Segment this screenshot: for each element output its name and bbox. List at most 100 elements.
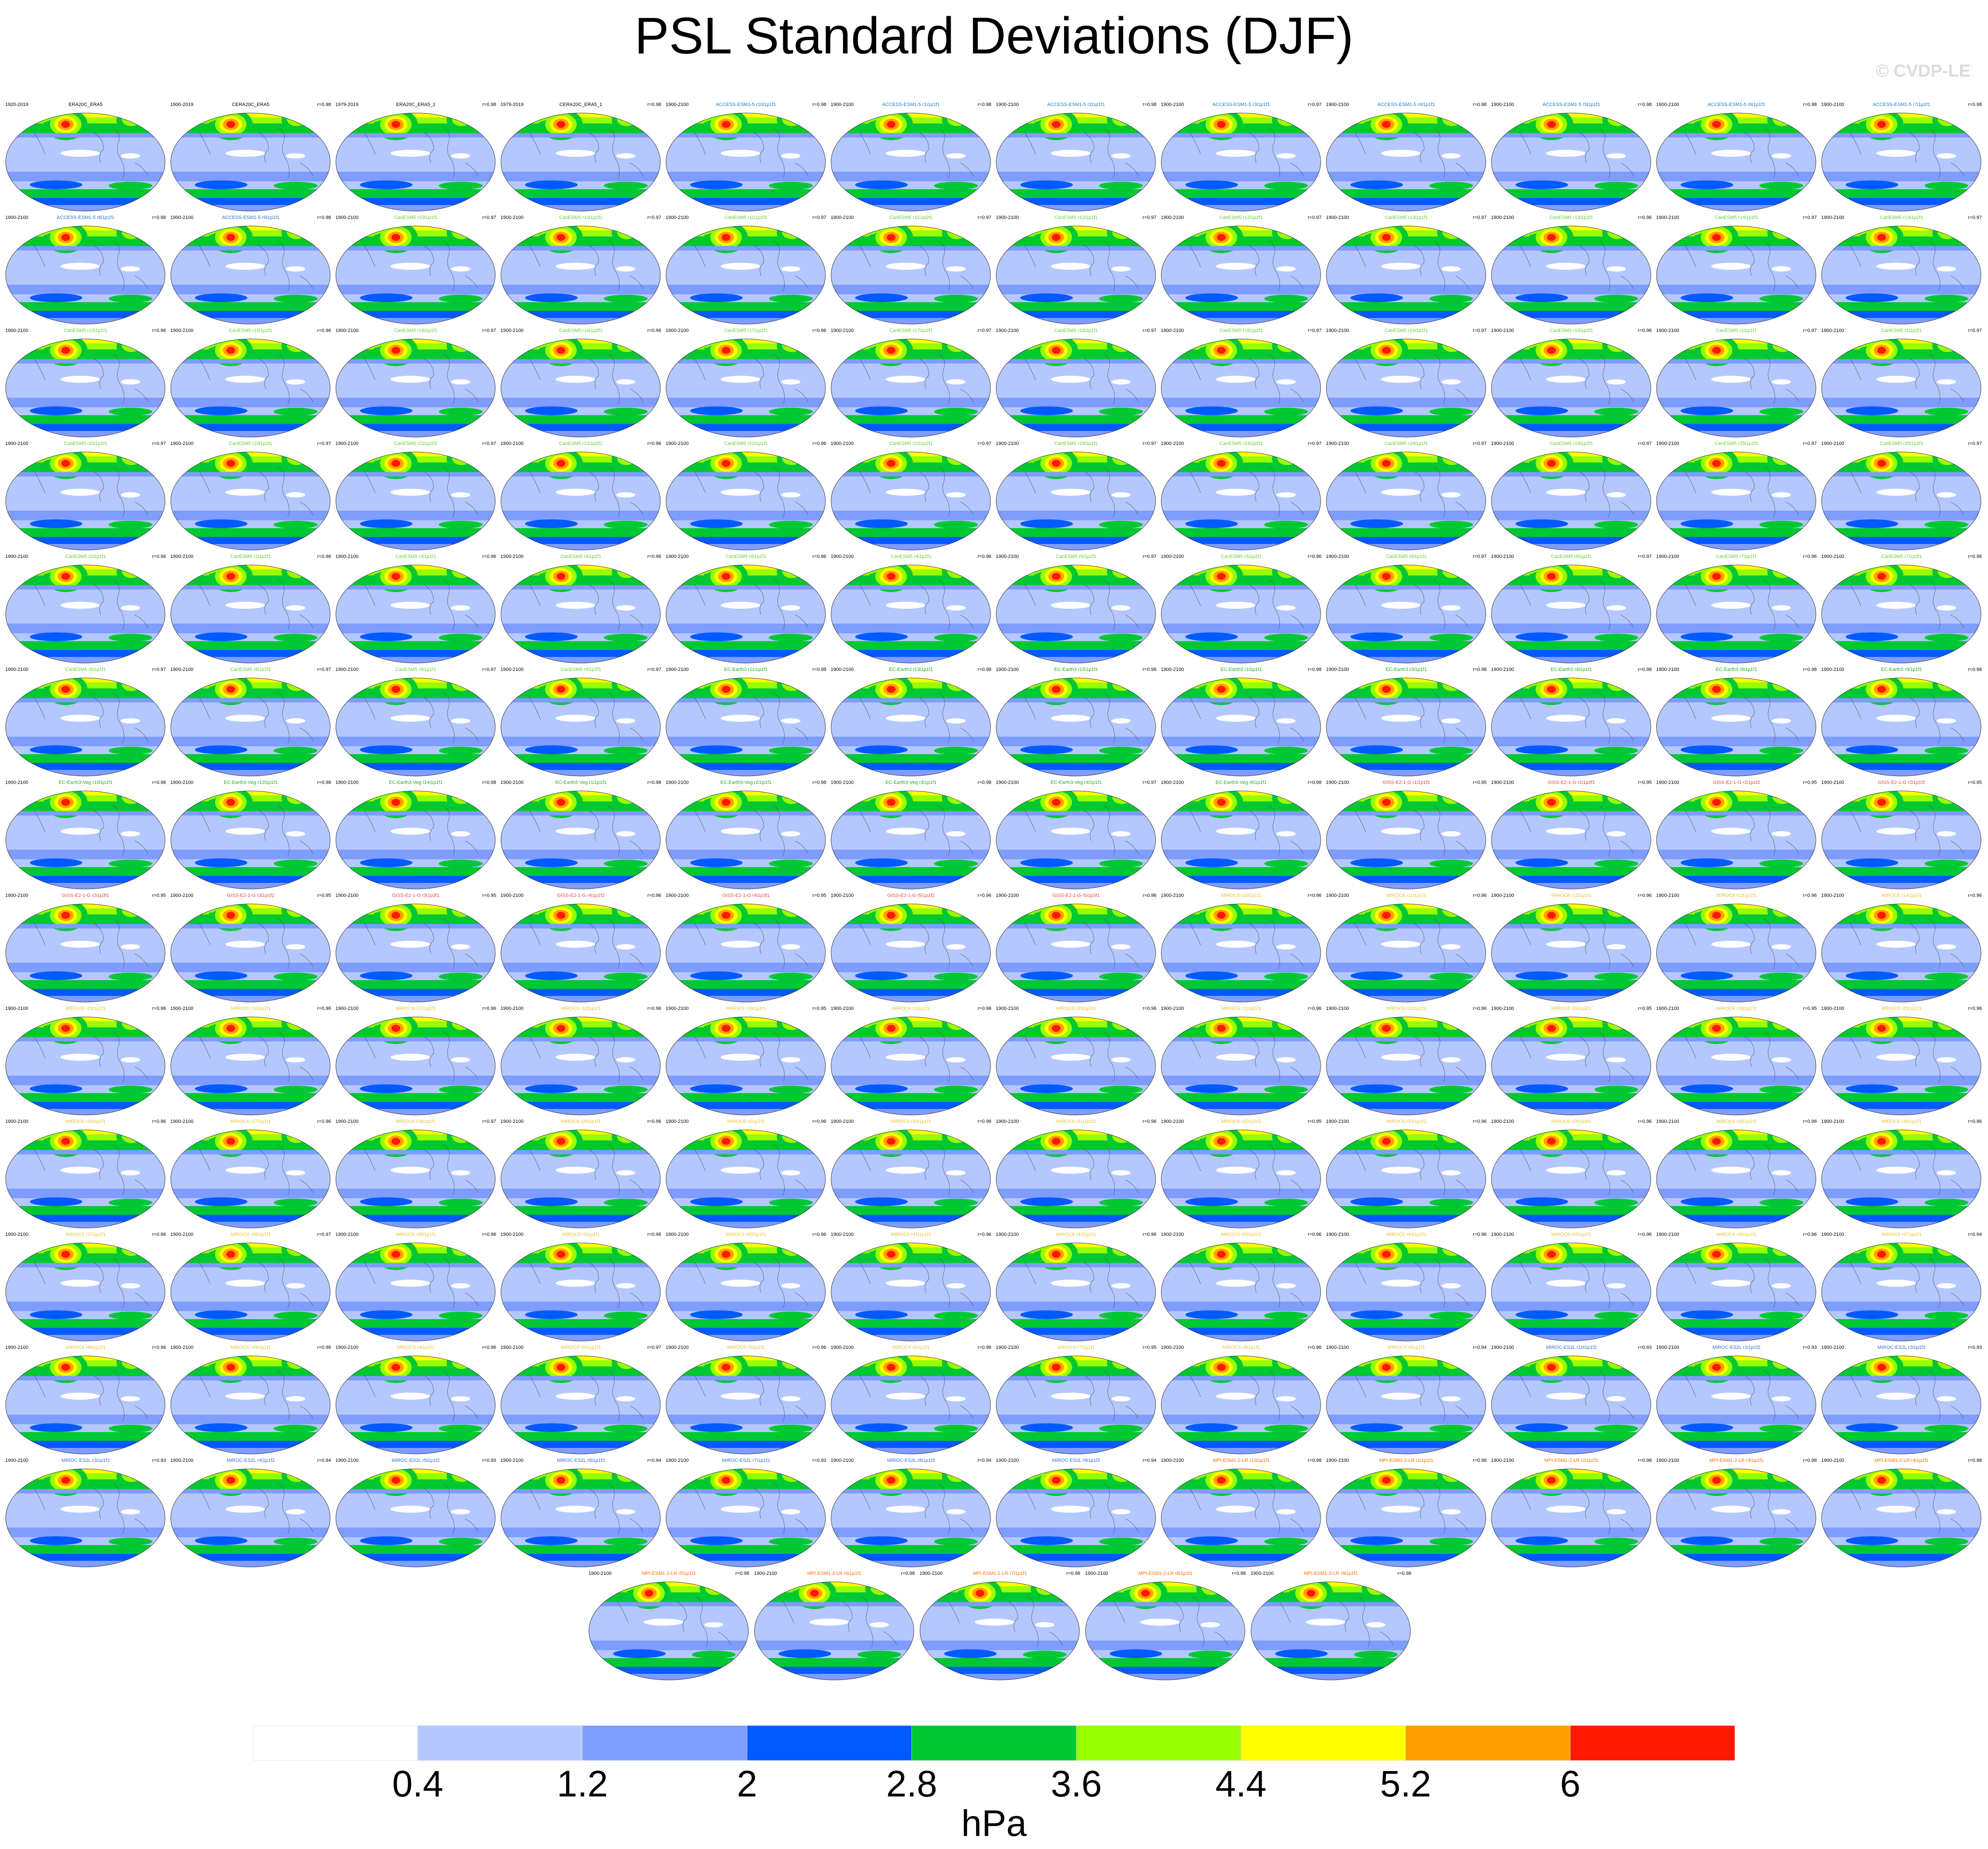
world-map <box>1821 1016 1981 1115</box>
map-panel: 1900-2100 CanESM5 r11i1p2f1 r=0.97 <box>829 215 993 328</box>
world-map <box>1161 1355 1321 1454</box>
map-panel: 1900-2100 MIROC-ES2L r9i1p1f2 r=0.94 <box>994 1457 1158 1570</box>
panel-period: 1900-2100 <box>501 215 524 220</box>
panel-period: 1900-2100 <box>1161 1345 1184 1350</box>
world-map <box>1161 903 1321 1002</box>
panel-title: MIROC6 r33i1p1f1 <box>1386 1119 1427 1124</box>
panel-correlation: r=0.98 <box>1308 1458 1322 1463</box>
world-map <box>1656 226 1816 325</box>
panel-period: 1900-2100 <box>335 780 359 785</box>
panel-title: EC-Earth3 r1i1p1f1 <box>1220 667 1262 672</box>
panel-period: 1900-2100 <box>501 1119 524 1124</box>
panel-title: EC-Earth3 r4i1p1f1 <box>1551 667 1592 672</box>
map-panel: 1900-2100 CanESM5 r22i1p2f1 r=0.97 <box>829 441 993 554</box>
panel-title: MIROC6 r8i1p1f1 <box>1222 1345 1260 1350</box>
panel-correlation: r=0.98 <box>1803 667 1817 672</box>
panel-title: GISS-E2-1-G r5i1p1f2 <box>887 893 935 898</box>
world-map <box>831 1242 991 1341</box>
panel-correlation: r=0.96 <box>647 328 662 333</box>
panel-period: 1900-2100 <box>1161 1006 1184 1011</box>
panel-correlation: r=0.97 <box>647 215 662 220</box>
panel-period: 1900-2100 <box>1656 780 1679 785</box>
map-panel: 1900-2100 MIROC6 r39i1p1f1 r=0.96 <box>334 1231 498 1344</box>
panel-period: 1900-2100 <box>666 441 689 446</box>
panel-period: 1900-2100 <box>996 102 1019 107</box>
panel-period: 1900-2100 <box>5 554 28 559</box>
map-panel: 1900-2100 CanESM5 r21i1p2f1 r=0.96 <box>499 441 663 554</box>
world-map <box>5 1129 166 1228</box>
panel-correlation: r=0.98 <box>1968 667 1982 672</box>
world-map <box>335 903 496 1002</box>
panel-title: MIROC6 r43i1p1f1 <box>1221 1232 1262 1237</box>
panel-title: ACCESS-ESM1-5 r5i1p1f1 <box>1542 102 1600 107</box>
map-panel: 1900-2100 MPI-ESM1-2-LR r9i1p1f1 r=0.98 <box>1249 1570 1413 1683</box>
panel-correlation: r=0.96 <box>812 1232 827 1237</box>
panel-period: 1900-2100 <box>1821 1119 1844 1124</box>
panel-title: MIROC6 r30i1p1f1 <box>891 1119 931 1124</box>
panel-correlation: r=0.98 <box>1638 1458 1652 1463</box>
panel-period: 1900-2100 <box>1326 667 1349 672</box>
world-map <box>996 1242 1156 1341</box>
world-map <box>5 1242 166 1341</box>
map-panel: 1900-2100 MIROC6 r48i1p1f1 r=0.96 <box>4 1344 168 1457</box>
map-panel: 1900-2100 CanESM5 r10i1p2f1 r=0.97 <box>499 215 663 328</box>
panel-title: MIROC6 r31i1p1f1 <box>1056 1119 1096 1124</box>
world-map <box>335 565 496 663</box>
colorbar-tick-label: 2 <box>737 1763 758 1804</box>
panel-title: MIROC6 r19i1p1f1 <box>726 1006 766 1011</box>
map-panel: 1900-2100 ACCESS-ESM1-5 r10i1p1f1 r=0.98 <box>664 102 828 215</box>
map-panel: 1900-2100 MPI-ESM1-2-LR r6i1p1f1 r=0.98 <box>752 1570 916 1683</box>
panel-title: GISS-E2-1-G r1i1p1f2 <box>1382 780 1430 785</box>
map-panel: 1900-2100 CanESM5 r2i1p2f1 r=0.96 <box>169 554 333 667</box>
panel-period: 1900-2100 <box>1085 1571 1108 1576</box>
panel-correlation: r=0.97 <box>1308 215 1322 220</box>
panel-title: CanESM5 r6i1p2f1 <box>1551 554 1592 559</box>
panel-correlation: r=0.97 <box>977 328 992 333</box>
panel-correlation: r=0.95 <box>152 893 166 898</box>
world-map <box>1161 452 1321 550</box>
map-panel: 1900-2100 MIROC-ES2L r1i1p1f2 r=0.93 <box>1654 1344 1819 1457</box>
panel-title: MIROC6 r49i1p1f1 <box>230 1345 271 1350</box>
panel-title: CanESM5 r20i1p2f1 <box>229 441 273 446</box>
panel-period: 1900-2100 <box>170 215 194 220</box>
panel-correlation: r=0.97 <box>482 215 497 220</box>
panel-title: CanESM5 r3i1p2f1 <box>560 554 601 559</box>
panel-title: CanESM5 r11i1p2f1 <box>889 215 933 220</box>
map-panel: 1900-2100 GISS-E2-1-G r2i1p1f2 r=0.95 <box>1819 780 1984 893</box>
panel-correlation: r=0.98 <box>317 102 331 107</box>
panel-correlation: r=0.96 <box>812 1345 827 1350</box>
map-panel: 1900-2100 CanESM5 r4i1p1f1 r=0.96 <box>664 554 828 667</box>
panel-period: 1900-2100 <box>335 1006 359 1011</box>
panel-period: 1900-2100 <box>501 1232 524 1237</box>
map-panel: 1900-2100 MIROC6 r7i1p1f1 r=0.95 <box>994 1344 1158 1457</box>
world-map <box>170 1468 331 1567</box>
map-panel: 1900-2100 MIROC6 r22i1p1f1 r=0.96 <box>1324 1006 1488 1119</box>
world-map <box>831 790 991 889</box>
map-panel: 1900-2100 MIROC6 r5i1p1f1 r=0.96 <box>664 1344 828 1457</box>
world-map <box>831 1016 991 1115</box>
panel-title: MIROC6 r5i1p1f1 <box>727 1345 765 1350</box>
panel-title: MIROC6 r3i1p1f1 <box>562 1232 600 1237</box>
map-panel: 1900-2019 CERA20C_ERA5 r=0.98 <box>169 102 333 215</box>
panel-correlation: r=0.98 <box>1397 1571 1412 1576</box>
panel-correlation: r=0.98 <box>1968 102 1982 107</box>
panel-correlation: r=0.96 <box>1638 328 1652 333</box>
colorbar-segment <box>1076 1725 1241 1761</box>
map-panel: 1900-2100 CanESM5 r4i1p2f1 r=0.96 <box>829 554 993 667</box>
map-panel: 1900-2100 MIROC6 r27i1p1f1 r=0.96 <box>169 1119 333 1231</box>
panel-title: MIROC6 r23i1p1f1 <box>1551 1006 1592 1011</box>
panel-title: EC-Earth3-Veg r2i1p1f1 <box>720 780 772 785</box>
panel-period: 1900-2100 <box>666 667 689 672</box>
world-map <box>1161 1468 1321 1567</box>
world-map <box>1821 1129 1981 1228</box>
map-panel: 1900-2100 MIROC6 r31i1p1f1 r=0.96 <box>994 1119 1158 1231</box>
panel-title: CanESM5 r17i1p2f1 <box>889 328 933 333</box>
map-panel: 1900-2100 CanESM5 r13i1p1f1 r=0.97 <box>1324 215 1488 328</box>
map-panel: 1979-2019 CERA20C_ERA5_1 r=0.98 <box>499 102 663 215</box>
map-panel: 1900-2100 CanESM5 r16i1p2f1 r=0.96 <box>499 328 663 441</box>
panel-correlation: r=0.96 <box>977 1119 992 1124</box>
world-map <box>1491 1129 1651 1228</box>
world-map <box>501 903 661 1002</box>
panel-title: MIROC6 r17i1p1f1 <box>395 1006 436 1011</box>
panel-correlation: r=0.94 <box>977 1458 992 1463</box>
